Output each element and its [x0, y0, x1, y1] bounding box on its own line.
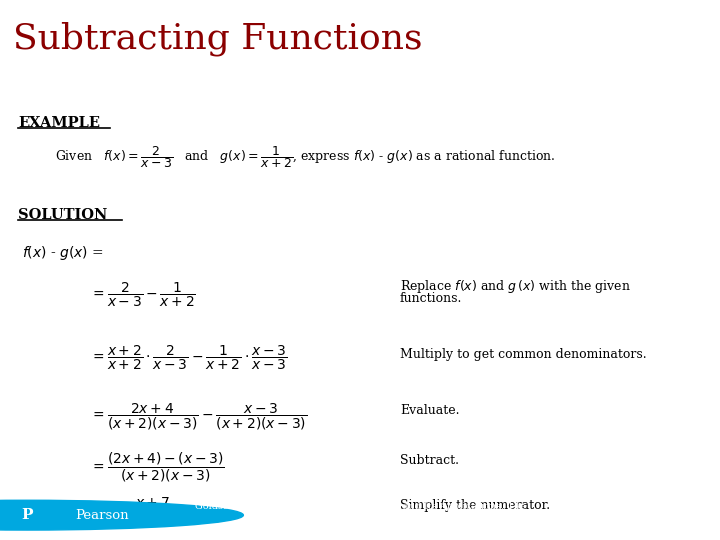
- Text: Slide 36: Slide 36: [624, 508, 687, 522]
- Circle shape: [0, 500, 243, 530]
- Text: Goldstein/Schneider/Lay/Asmar, Calculus and Its Applications, 14e: Goldstein/Schneider/Lay/Asmar, Calculus …: [194, 502, 526, 511]
- Text: Subtract.: Subtract.: [400, 454, 459, 467]
- Text: $=\dfrac{2x+4}{(x+2)(x-3)}-\dfrac{x-3}{(x+2)(x-3)}$: $=\dfrac{2x+4}{(x+2)(x-3)}-\dfrac{x-3}{(…: [90, 402, 307, 433]
- Text: Simplify the numerator.: Simplify the numerator.: [400, 499, 550, 512]
- Text: SOLUTION: SOLUTION: [18, 208, 107, 222]
- Text: Given   $f(x)=\dfrac{2}{x-3}$   and   $g(x)=\dfrac{1}{x+2}$, express $f(x)$ - $g: Given $f(x)=\dfrac{2}{x-3}$ and $g(x)=\d…: [55, 144, 556, 170]
- Text: functions.: functions.: [400, 292, 462, 305]
- Text: Subtracting Functions: Subtracting Functions: [13, 21, 423, 56]
- Text: Copyright © 2018, 2014, 2010 Pearson Education Inc.: Copyright © 2018, 2014, 2010 Pearson Edu…: [245, 522, 475, 530]
- Text: $=\dfrac{2}{x-3}-\dfrac{1}{x+2}$: $=\dfrac{2}{x-3}-\dfrac{1}{x+2}$: [90, 281, 196, 309]
- Text: $f(x)$ - $g(x)$ =: $f(x)$ - $g(x)$ =: [22, 244, 104, 262]
- Text: Evaluate.: Evaluate.: [400, 404, 459, 417]
- Text: $=\dfrac{x+2}{x+2}\cdot\dfrac{2}{x-3}-\dfrac{1}{x+2}\cdot\dfrac{x-3}{x-3}$: $=\dfrac{x+2}{x+2}\cdot\dfrac{2}{x-3}-\d…: [90, 344, 287, 373]
- Text: $=\dfrac{x+7}{(x+2)(x-3)}$: $=\dfrac{x+7}{(x+2)(x-3)}$: [90, 496, 199, 526]
- Text: EXAMPLE: EXAMPLE: [18, 116, 100, 130]
- Text: Pearson: Pearson: [76, 509, 129, 522]
- Text: $=\dfrac{(2x+4)-(x-3)}{(x+2)(x-3)}$: $=\dfrac{(2x+4)-(x-3)}{(x+2)(x-3)}$: [90, 451, 225, 484]
- Text: P: P: [22, 508, 33, 522]
- Text: Multiply to get common denominators.: Multiply to get common denominators.: [400, 348, 647, 361]
- Text: Replace $f(x)$ and $g\,(x)$ with the given: Replace $f(x)$ and $g\,(x)$ with the giv…: [400, 278, 631, 295]
